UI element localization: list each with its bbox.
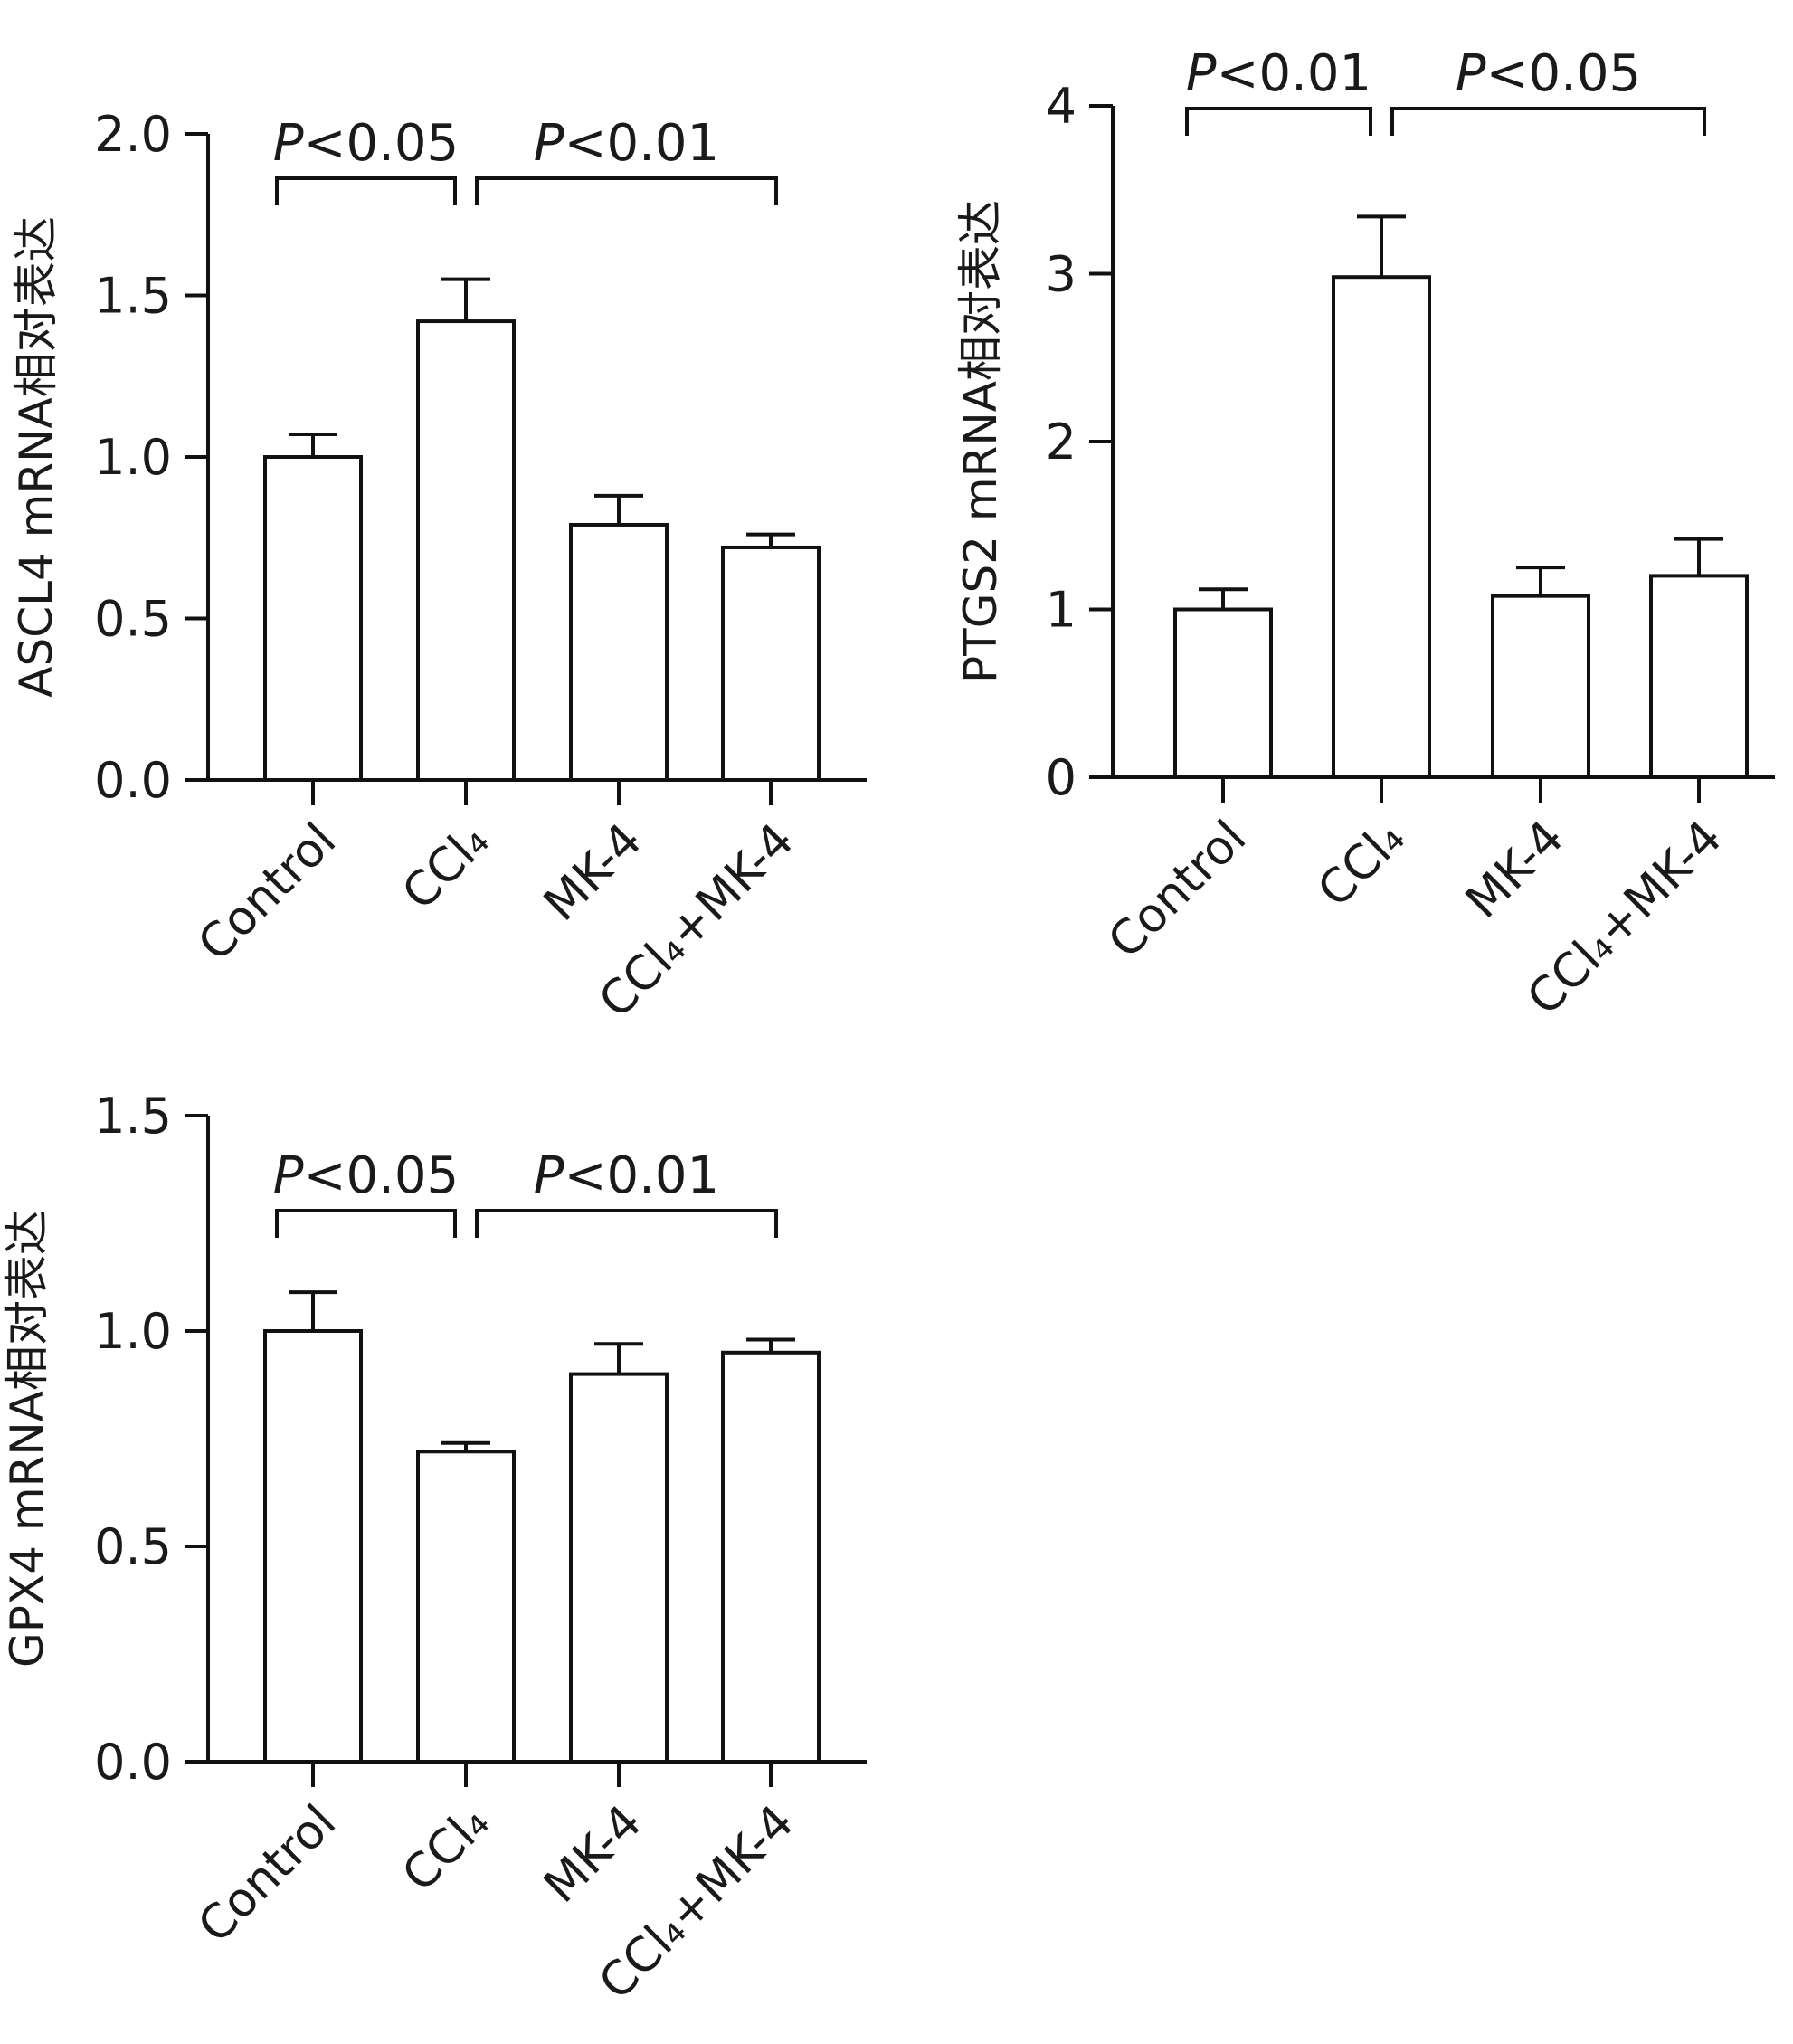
bar-ccl-mk-4 <box>721 545 821 783</box>
y-tick-label: 3 <box>1046 246 1077 303</box>
bar-mk-4 <box>1491 594 1590 779</box>
p-value: <0.01 <box>1217 44 1372 103</box>
y-axis-title: ASCL4 mRNA相对表达 <box>10 216 62 697</box>
y-tick-label: 4 <box>1046 78 1077 135</box>
y-tick-label: 1 <box>1046 582 1077 639</box>
error-bar <box>594 1342 643 1374</box>
x-tick-label: CCl₄ <box>1307 811 1415 918</box>
significance-bracket <box>275 176 457 205</box>
x-tick-label: Control <box>188 813 346 972</box>
y-tick-label: 0 <box>1046 749 1077 806</box>
bar-ccl <box>1332 275 1431 779</box>
error-bar <box>1357 214 1406 278</box>
error-bar <box>1516 566 1565 596</box>
significance-label: P<0.05 <box>1456 44 1641 103</box>
bar-ccl <box>416 1450 516 1764</box>
p-symbol: P <box>1186 44 1217 103</box>
bar-ccl <box>416 319 516 782</box>
p-value: <0.05 <box>304 114 460 173</box>
bar-control <box>263 1329 363 1764</box>
p-value: <0.01 <box>564 1146 720 1205</box>
error-bar <box>441 1440 490 1452</box>
bar-mk-4 <box>569 522 669 782</box>
p-symbol: P <box>1456 44 1486 103</box>
significance-label: P<0.01 <box>1186 44 1371 103</box>
error-bar <box>441 277 490 322</box>
p-value: <0.05 <box>304 1146 460 1205</box>
x-tick-label: Control <box>1098 811 1257 969</box>
p-symbol: P <box>534 114 564 173</box>
p-symbol: P <box>534 1146 564 1205</box>
p-value: <0.01 <box>564 114 720 173</box>
bar-mk-4 <box>569 1372 669 1764</box>
p-symbol: P <box>273 1146 304 1205</box>
significance-bracket <box>275 1209 457 1238</box>
significance-label: P<0.05 <box>273 1146 459 1205</box>
x-tick-label: CCl₄ <box>392 1795 499 1903</box>
y-tick-label: 1.5 <box>94 268 172 325</box>
p-value: <0.05 <box>1486 44 1642 103</box>
bar-control <box>1173 607 1273 779</box>
significance-bracket <box>1390 107 1706 136</box>
error-bar <box>1674 537 1723 576</box>
ascl4-chart: 0.0 0.5 1.0 1.5 2.0 ASCL4 mRNA相对表达 Control CCl₄… <box>10 106 867 1029</box>
gpx4-chart: 0.0 0.5 1.0 1.5 GPX4 mRNA相对表达 Control CCl₄ MK-4… <box>1 1088 867 2011</box>
error-bar <box>1199 587 1248 610</box>
y-tick-label: 2.0 <box>94 106 172 163</box>
y-tick-label: 2 <box>1046 414 1077 471</box>
y-axis-title: GPX4 mRNA相对表达 <box>1 1210 53 1668</box>
y-axis-title: PTGS2 mRNA相对表达 <box>954 200 1007 683</box>
x-tick-label: Control <box>188 1795 346 1954</box>
x-tick-label: MK-4 <box>1456 811 1574 929</box>
bar-control <box>263 455 363 782</box>
y-tick-label: 0.0 <box>94 1734 172 1791</box>
p-symbol: P <box>273 114 304 173</box>
significance-bracket <box>475 176 778 205</box>
significance-label: P<0.01 <box>534 114 719 173</box>
bar-ccl-mk-4 <box>1649 574 1749 780</box>
error-bar <box>289 1290 337 1331</box>
error-bar <box>746 532 795 547</box>
error-bar <box>746 1337 795 1353</box>
y-tick-label: 1.0 <box>94 429 172 486</box>
error-bar <box>594 493 643 525</box>
error-bar <box>289 433 337 457</box>
x-tick-label: MK-4 <box>534 813 652 932</box>
y-tick-label: 0.0 <box>94 752 172 809</box>
significance-label: P<0.05 <box>273 114 459 173</box>
y-tick-label: 0.5 <box>94 1518 172 1575</box>
significance-label: P<0.01 <box>534 1146 719 1205</box>
y-tick-label: 1.5 <box>94 1088 172 1145</box>
x-tick-label: CCl₄ <box>392 813 499 921</box>
significance-bracket <box>1185 107 1372 136</box>
significance-bracket <box>475 1209 778 1238</box>
y-tick-label: 0.5 <box>94 591 172 648</box>
x-tick-label: MK-4 <box>534 1795 652 1914</box>
bar-ccl-mk-4 <box>721 1350 821 1764</box>
y-tick-label: 1.0 <box>94 1303 172 1360</box>
